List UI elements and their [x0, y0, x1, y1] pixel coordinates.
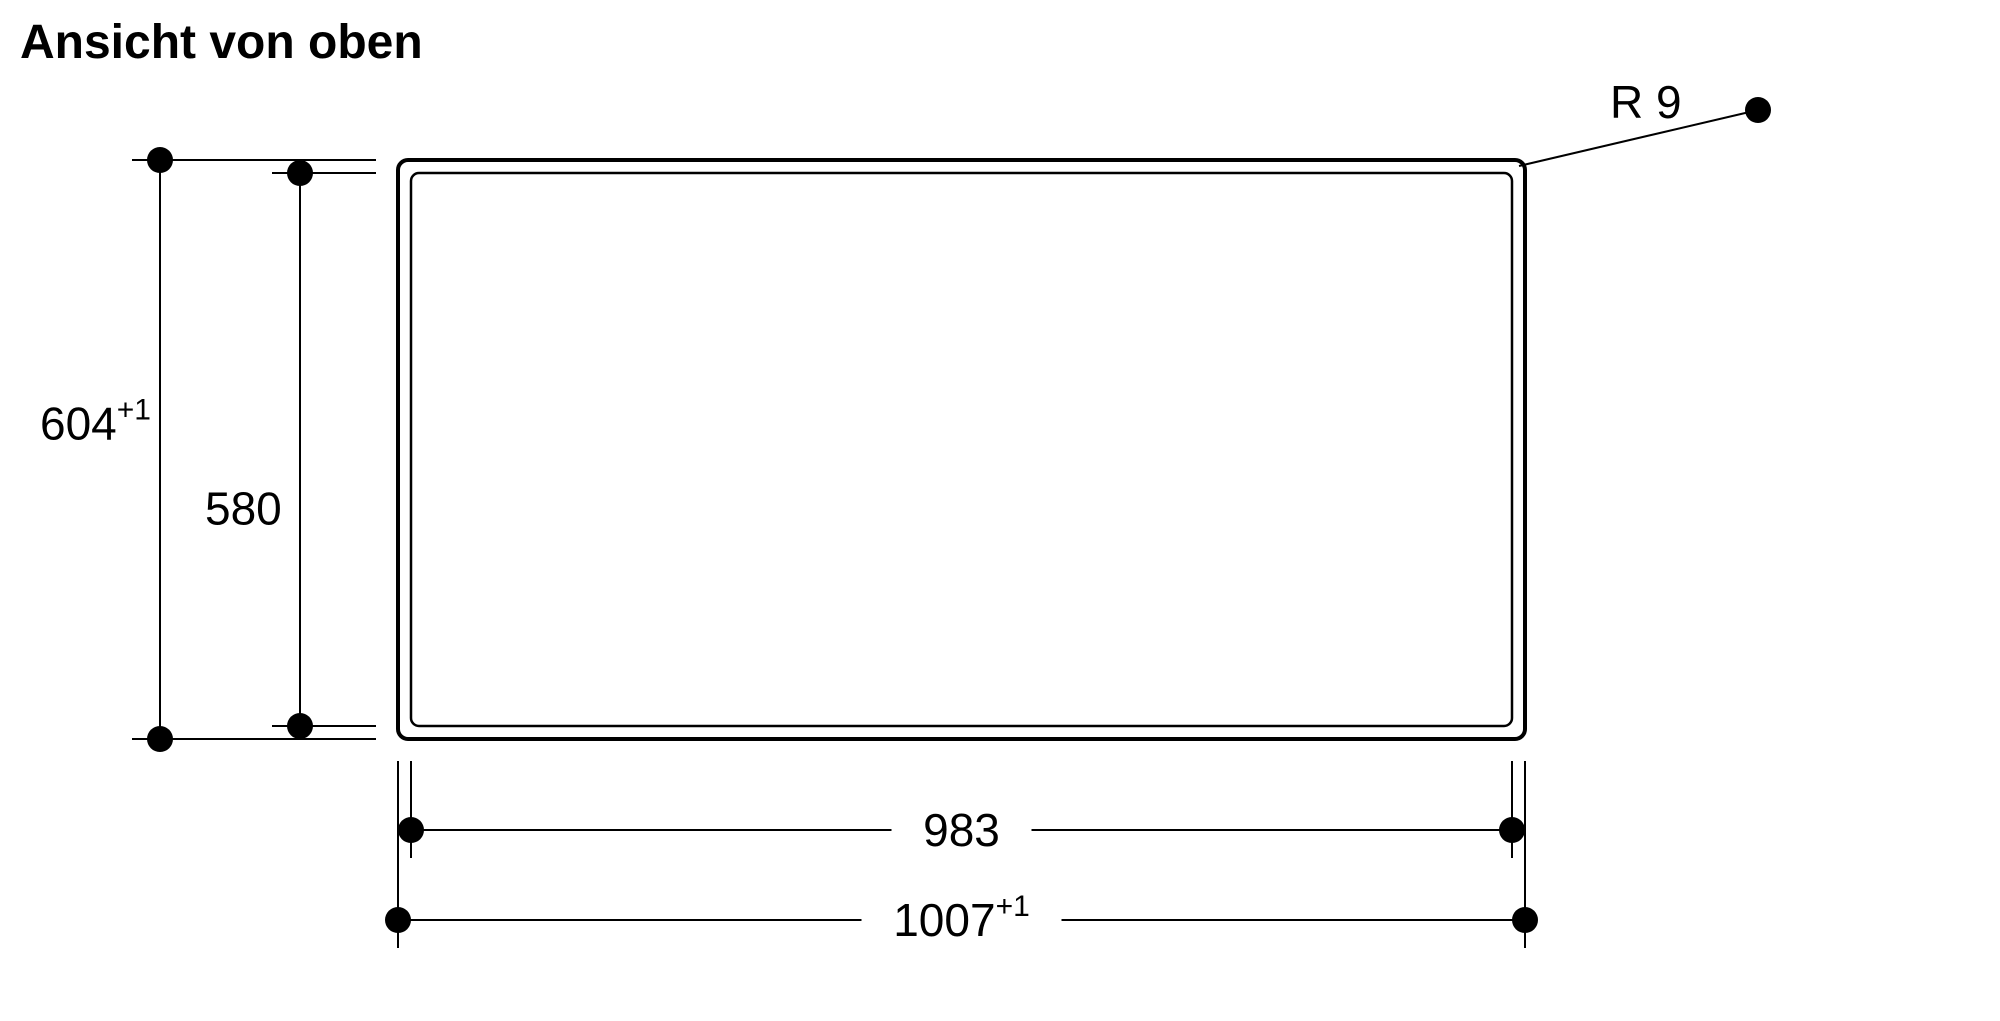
radius-label: R 9 — [1610, 76, 1682, 128]
dim-inner-height: 580 — [205, 483, 282, 535]
dim-dot — [147, 147, 173, 173]
radius-dot — [1745, 97, 1771, 123]
dim-dot — [398, 817, 424, 843]
drawing-title: Ansicht von oben — [20, 16, 423, 69]
dim-outer-width: 1007+1 — [893, 890, 1030, 946]
dim-dot — [287, 160, 313, 186]
dim-outer-height: 604+1 — [40, 394, 151, 450]
dim-dot — [147, 726, 173, 752]
dim-dot — [287, 713, 313, 739]
inner-rect — [411, 173, 1512, 726]
outer-rect — [398, 160, 1525, 739]
dim-dot — [1499, 817, 1525, 843]
dim-dot — [1512, 907, 1538, 933]
dim-inner-width: 983 — [923, 804, 1000, 856]
dim-dot — [385, 907, 411, 933]
